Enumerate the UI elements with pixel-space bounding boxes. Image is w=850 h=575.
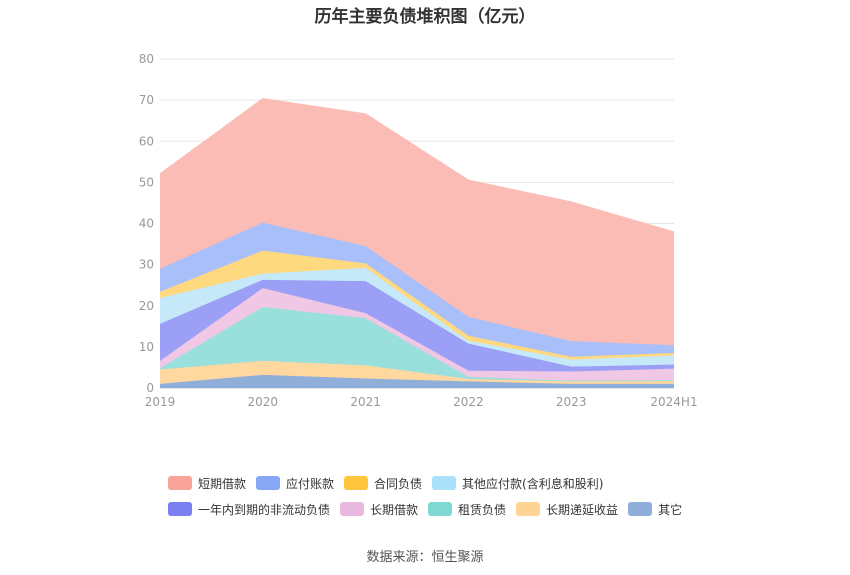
legend-row: 短期借款 应付账款 合同负债 其他应付款(含利息和股利): [168, 470, 728, 496]
legend-swatch: [628, 502, 653, 516]
y-tick-label: 60: [139, 134, 154, 148]
area-series: [160, 288, 674, 381]
chart-legend: 短期借款 应付账款 合同负债 其他应付款(含利息和股利) 一年内到期的非流动负债 长期借款…: [168, 470, 728, 522]
area-series-edge: [159, 360, 675, 383]
legend-label: 其他应付款(含利息和股利): [462, 476, 604, 491]
x-tick-label: 2021: [350, 395, 381, 409]
legend-swatch: [340, 502, 365, 516]
legend-swatch: [168, 476, 192, 490]
legend-swatch: [432, 476, 457, 490]
y-tick-label: 40: [139, 217, 154, 231]
legend-item[interactable]: 长期递延收益: [516, 501, 618, 518]
legend-item[interactable]: 租赁负债: [428, 501, 506, 518]
legend-item[interactable]: 一年内到期的非流动负债: [168, 501, 330, 518]
legend-label: 短期借款: [198, 476, 247, 491]
legend-label: 应付账款: [286, 476, 335, 491]
legend-label: 租赁负债: [458, 502, 507, 517]
y-tick-label: 50: [139, 175, 154, 189]
x-tick-label: 2022: [453, 395, 484, 409]
legend-swatch: [428, 502, 453, 516]
area-series-edge: [159, 98, 675, 233]
legend-swatch: [168, 502, 192, 516]
legend-item[interactable]: 长期借款: [340, 501, 418, 518]
stacked-area-chart: 0 10 20 30 40 50 60 70 80 2019 2020 2021 2022 2023 202…: [139, 52, 698, 409]
legend-label: 一年内到期的非流动负债: [198, 502, 331, 517]
x-tick-label: 2020: [248, 395, 279, 409]
area-series: [160, 98, 674, 346]
legend-label: 其它: [658, 502, 683, 517]
data-source: 数据来源：恒生聚源: [366, 550, 484, 565]
area-series: [160, 222, 674, 357]
legend-label: 长期借款: [370, 502, 419, 517]
legend-swatch: [344, 476, 369, 490]
legend-label: 长期递延收益: [546, 502, 619, 517]
legend-item[interactable]: 短期借款: [168, 475, 246, 492]
legend-item[interactable]: 其他应付款(含利息和股利): [432, 475, 603, 492]
y-tick-label: 30: [139, 258, 154, 272]
y-tick-label: 10: [139, 340, 154, 354]
y-tick-label: 80: [139, 52, 154, 66]
x-tick-label: 2023: [556, 395, 587, 409]
legend-row: 一年内到期的非流动负债 长期借款 租赁负债 长期递延收益 其它: [168, 496, 728, 522]
y-tick-label: 0: [146, 381, 154, 395]
y-tick-label: 20: [139, 299, 154, 313]
legend-swatch: [256, 476, 281, 490]
legend-item[interactable]: 其它: [628, 501, 682, 518]
legend-item[interactable]: 合同负债: [344, 475, 422, 492]
y-tick-label: 70: [139, 93, 154, 107]
legend-label: 合同负债: [374, 476, 423, 491]
area-series: [160, 306, 674, 382]
x-tick-label: 2024H1: [650, 395, 697, 409]
area-series: [160, 374, 674, 388]
x-tick-label: 2019: [145, 395, 176, 409]
legend-swatch: [516, 502, 541, 516]
legend-item[interactable]: 应付账款: [256, 475, 334, 492]
area-series: [160, 279, 674, 372]
chart-title: 历年主要负债堆积图（亿元）: [314, 7, 536, 27]
